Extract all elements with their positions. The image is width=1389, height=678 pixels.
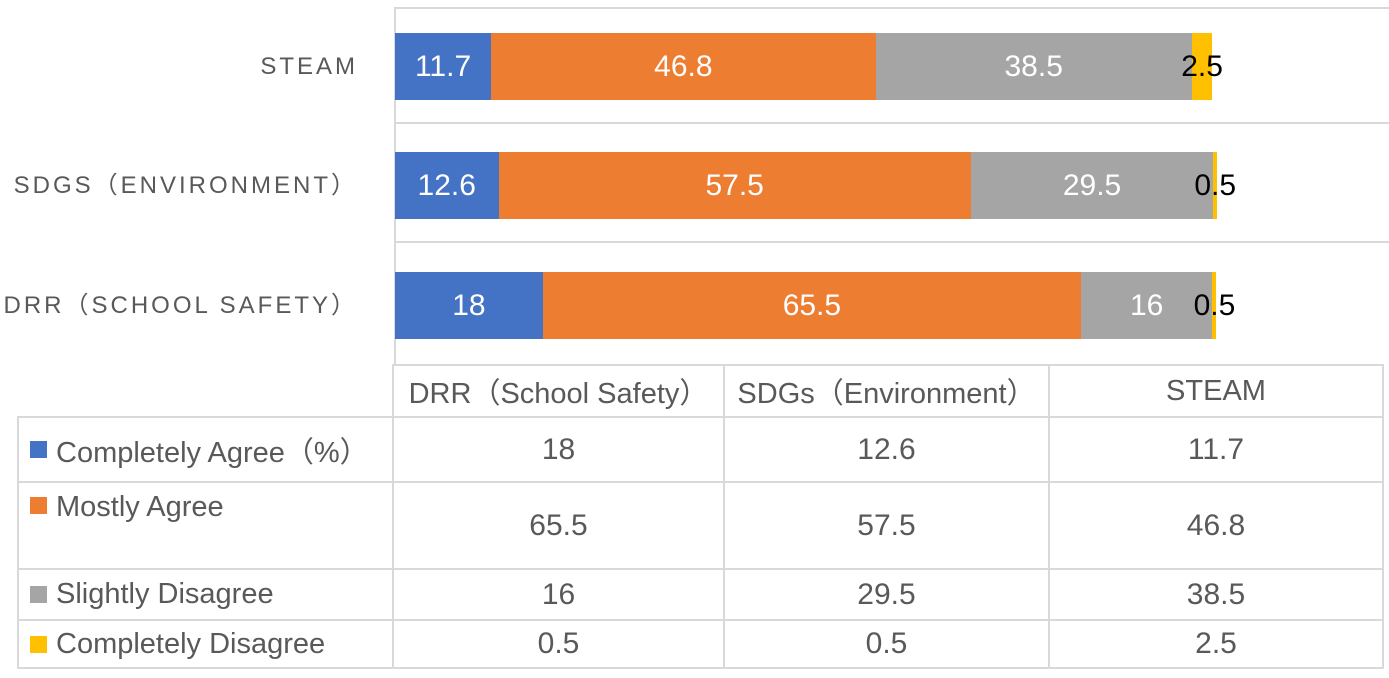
category-label-sdgs-environment: SDGS（ENVIRONMENT） <box>13 172 358 199</box>
table-border <box>18 481 1384 483</box>
bar-segment: 16 <box>1080 272 1213 339</box>
bar-segment: 38.5 <box>875 33 1192 100</box>
category-label-drr-school-safety: DRR（SCHOOL SAFETY） <box>3 292 358 319</box>
bar-value-label: 57.5 <box>705 168 764 202</box>
data-table: DRR（School Safety） SDGs（Environment） STE… <box>17 364 1385 669</box>
table-cell: 0.5 <box>865 627 908 660</box>
bar-value-label: 12.6 <box>417 168 476 202</box>
table-cell: 29.5 <box>857 577 916 611</box>
table-border <box>1382 364 1384 669</box>
legend-swatch <box>30 497 47 514</box>
category-label-steam: STEAM <box>260 53 358 80</box>
table-cell: 2.5 <box>1195 627 1237 660</box>
bar-segment: 18 <box>395 272 543 339</box>
bar-steam: 11.7 46.8 38.5 2.5 <box>395 33 1389 100</box>
bar-value-label: 46.8 <box>654 49 713 83</box>
table-border <box>17 416 19 669</box>
bar-value-label: 29.5 <box>1062 168 1122 202</box>
table-cell: 18 <box>541 432 576 466</box>
table-header-steam: STEAM <box>1166 374 1266 407</box>
legend-label: Mostly Agree <box>56 491 224 523</box>
legend-item-slightly-disagree: Slightly Disagree <box>18 569 393 620</box>
bar-value-label: 11.7 <box>414 49 472 83</box>
table-border <box>1048 364 1050 669</box>
legend-label: Completely Disagree <box>56 627 326 660</box>
legend-item-mostly-agree: Mostly Agree <box>18 482 393 569</box>
legend-item-completely-agree: Completely Agree（%） <box>18 417 393 482</box>
gridline-band-1 <box>395 122 1389 124</box>
bar-segment: 0.5 <box>1194 272 1235 339</box>
table-cell: 57.5 <box>857 508 916 542</box>
legend-label: Slightly Disagree <box>56 578 274 610</box>
bar-value-label: 0.5 <box>1193 288 1236 322</box>
table-cell: 16 <box>541 577 576 611</box>
bar-value-label: 16 <box>1129 288 1164 322</box>
bar-drr-school-safety: 18 65.5 16 0.5 <box>395 272 1389 339</box>
bar-segment: 46.8 <box>491 33 876 100</box>
table-border <box>18 619 1384 621</box>
bar-value-label: 18 <box>452 288 486 322</box>
table-header-drr-school-safety: DRR（School Safety） <box>408 378 709 410</box>
table-border <box>723 364 725 669</box>
table-cell: 46.8 <box>1186 508 1246 542</box>
table-cell: 65.5 <box>529 508 588 542</box>
bar-value-label: 2.5 <box>1181 49 1223 83</box>
table-border <box>18 667 1384 669</box>
bar-segment: 65.5 <box>542 272 1081 339</box>
table-border <box>18 568 1384 570</box>
table-cell: 38.5 <box>1186 577 1246 611</box>
legend-item-completely-disagree: Completely Disagree <box>18 620 393 668</box>
table-cell: 12.6 <box>857 432 916 466</box>
bar-value-label: 65.5 <box>782 288 842 322</box>
legend-swatch <box>30 586 47 603</box>
gridline-band-2 <box>395 241 1389 243</box>
bar-value-label: 0.5 <box>1194 168 1237 202</box>
legend-label: Completely Agree（%） <box>56 436 369 469</box>
table-border <box>393 364 1384 366</box>
bar-value-label: 38.5 <box>1004 49 1063 83</box>
legend-swatch <box>30 635 47 653</box>
bar-segment: 0.5 <box>1194 152 1236 219</box>
bar-segment: 2.5 <box>1181 33 1223 100</box>
bar-segment: 11.7 <box>395 33 492 100</box>
table-cell: 0.5 <box>537 627 580 660</box>
bar-segment: 57.5 <box>498 152 971 219</box>
bar-segment: 29.5 <box>970 152 1214 219</box>
table-border <box>392 364 394 669</box>
gridline-top <box>395 7 1389 9</box>
table-border <box>18 416 1384 418</box>
bar-sdgs-environment: 12.6 57.5 29.5 0.5 <box>395 152 1389 219</box>
table-header-sdgs-environment: SDGs（Environment） <box>737 378 1036 410</box>
legend-swatch <box>30 441 47 458</box>
table-cell: 11.7 <box>1187 432 1245 466</box>
bar-segment: 12.6 <box>395 152 499 219</box>
